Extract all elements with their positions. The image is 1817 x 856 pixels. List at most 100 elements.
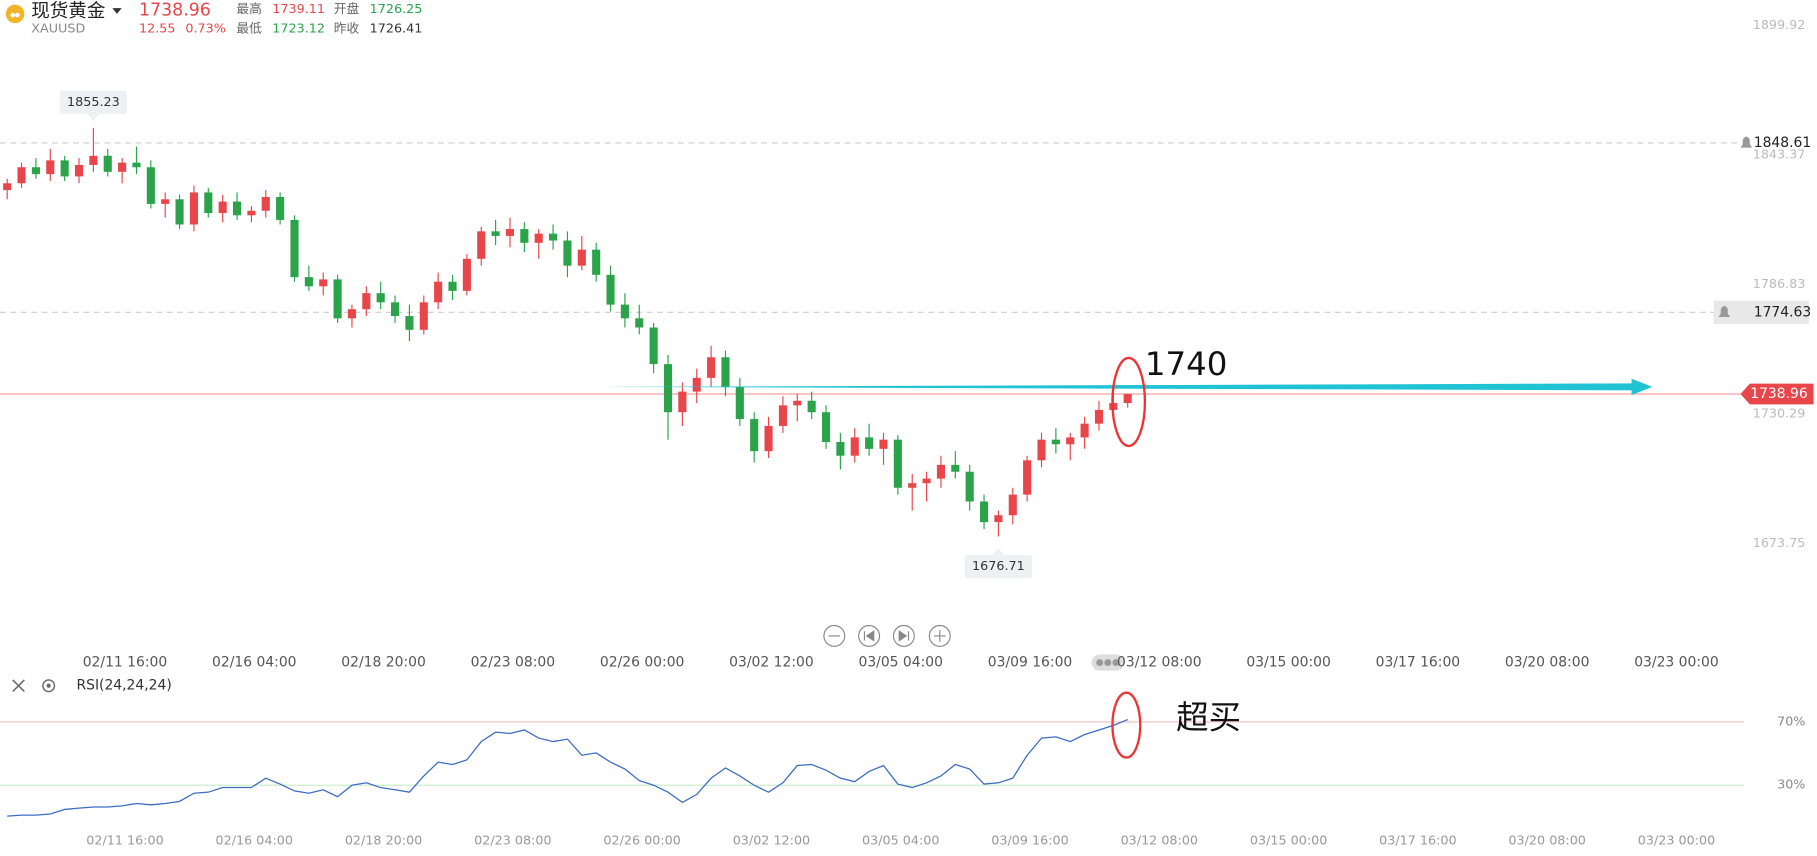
x-tick-label: 03/15 00:00 [1250,833,1327,848]
open-label: 开盘 [334,1,360,17]
change: 12.55 [139,21,175,36]
zoom-controls [823,624,951,647]
candle-body [678,391,687,413]
candle-body [893,439,902,488]
candle-body [1066,437,1075,445]
candle-body [850,437,859,456]
candle-body [951,464,960,472]
candle-body [807,400,816,413]
x-tick-label: 02/26 00:00 [603,833,680,848]
price: 1738.96 [139,0,211,20]
candle-body [836,441,845,456]
candle-body [750,419,759,452]
candle-body [304,277,313,287]
candle-body [146,167,155,204]
candle-body [103,155,112,172]
high-value: 1739.11 [272,2,325,17]
time-handle-dot [1104,659,1112,667]
candle-body [319,279,328,287]
trend-arrow-line[interactable] [602,383,1637,391]
candle-body [462,258,471,291]
candle-body [491,231,500,236]
x-tick-label: 03/23 00:00 [1638,833,1715,848]
candle-body [577,249,586,266]
candle-body [563,240,572,266]
candle-body [218,201,227,214]
candle-body [477,231,486,259]
y-tick-label: 1786.83 [1753,277,1806,292]
alert-bell-icon [1718,305,1731,317]
scroll-start-icon [863,630,875,642]
candle-body [1080,423,1089,438]
candle-body [534,233,543,243]
highlight-ellipse [1111,356,1147,448]
candle-body [606,274,615,305]
max-label-box [59,90,127,114]
x-tick-label: 02/16 04:00 [212,655,297,671]
gold-icon-dot [10,12,16,18]
x-tick-label: 02/26 00:00 [600,655,685,671]
candle-body [1094,409,1104,424]
low-label: 最低 [236,21,262,36]
candle-body [161,199,170,204]
x-tick-label: 03/09 16:00 [988,655,1073,671]
candle-body [448,281,457,291]
max-label: 1855.23 [67,95,120,110]
time-handle-dot [1096,659,1104,667]
x-tick-label: 03/05 04:00 [858,655,943,671]
x-tick-label: 03/20 08:00 [1508,833,1585,848]
candle-body [778,405,787,426]
candle-body [232,201,242,216]
candle-body [46,160,55,175]
candle-body [936,464,946,479]
candle-body [347,309,357,319]
candle-body [247,210,256,216]
candle-body [276,197,285,220]
rsi-line [7,718,1128,817]
candle-body [821,412,831,442]
y-tick-label: 1673.75 [1753,536,1806,551]
x-tick-label: 03/02 12:00 [733,833,810,848]
candle-body [649,327,658,365]
x-tick-label: 03/12 08:00 [1117,655,1202,671]
high-label: 最高 [236,1,261,17]
dropdown-arrow[interactable] [112,8,122,14]
candle-body [908,483,917,488]
y-tick-label: 30% [1777,778,1805,793]
indicator-settings-button[interactable] [42,679,56,693]
low-value: 1723.12 [272,21,325,36]
candle-body [333,279,342,319]
candle-body [60,160,69,177]
zoom-in-icon [933,630,946,642]
y-tick-label: 1730.29 [1753,406,1806,421]
x-tick-label: 03/17 16:00 [1376,655,1461,671]
candle-body [1008,494,1017,516]
highlight-ellipse [1111,691,1142,759]
x-tick-label: 03/05 04:00 [862,833,939,848]
x-tick-label: 03/02 12:00 [729,655,814,671]
candle-body [592,249,601,275]
candle-body [434,281,443,303]
candle-body [721,357,730,388]
min-label-box [964,555,1033,579]
close-indicator-button[interactable] [12,679,25,693]
candle-body [635,318,644,328]
alert-label: 1774.63 [1754,304,1811,320]
candle-body [1037,439,1046,461]
candle-body [118,162,127,172]
trend-arrow-head[interactable] [1631,378,1653,395]
indicator-settings-dot [46,683,51,688]
instrument-name[interactable]: 现货黄金 [31,1,105,22]
candle-body [620,304,629,319]
candle-body [793,400,802,406]
x-tick-label: 02/23 08:00 [471,655,556,671]
x-tick-label: 03/23 00:00 [1634,655,1719,671]
candle-body [663,364,673,413]
candle-body [692,377,701,392]
last-price-tag [1740,383,1814,405]
candle-body [965,471,974,502]
candle-body [549,233,558,241]
y-tick-label: 1899.92 [1753,18,1806,33]
symbol: XAUUSD [31,21,85,36]
